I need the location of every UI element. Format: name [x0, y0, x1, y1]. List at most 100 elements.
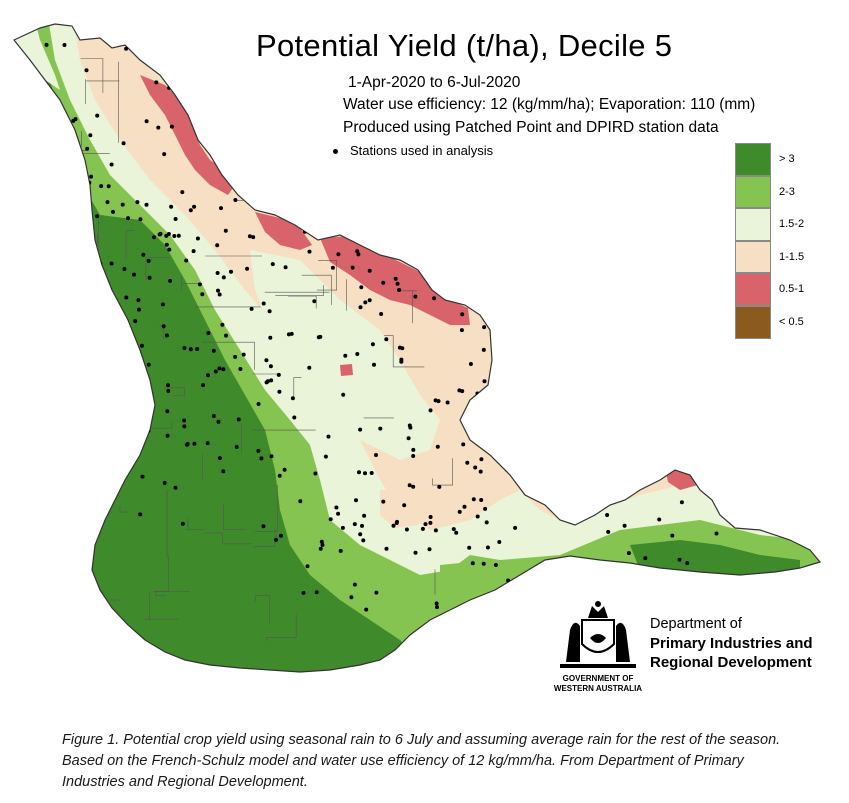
station-dot	[406, 436, 411, 441]
station-dot	[206, 331, 211, 335]
station-dot	[205, 441, 210, 446]
shire-boundary-line	[266, 614, 297, 642]
station-dot	[354, 498, 358, 503]
station-dot	[679, 500, 684, 505]
station-dot	[89, 174, 94, 179]
station-dot	[323, 454, 328, 459]
map-canvas	[13, 23, 822, 673]
station-dot	[292, 415, 297, 420]
station-dot	[133, 319, 138, 324]
station-dot	[136, 298, 141, 303]
station-dot	[340, 525, 345, 530]
station-dot	[367, 298, 372, 303]
station-dot	[109, 162, 114, 167]
station-dot	[147, 275, 152, 280]
station-dot	[126, 216, 130, 221]
station-dot	[420, 526, 425, 531]
station-dot	[363, 471, 367, 476]
zone-3-plus-east	[630, 540, 800, 578]
station-dot	[334, 505, 339, 510]
shire-boundary-line	[80, 58, 104, 93]
station-dot	[476, 414, 480, 419]
station-dot	[363, 300, 368, 305]
station-dot	[465, 460, 470, 465]
coastline	[13, 23, 822, 673]
station-dot	[479, 498, 484, 502]
station-dot	[276, 372, 281, 377]
station-dot	[395, 281, 400, 286]
legend-item: 1-1.5	[735, 240, 831, 274]
station-dot	[217, 366, 222, 371]
shire-boundary-line	[258, 178, 285, 201]
legend-label: 1-1.5	[779, 250, 805, 263]
stations-key: Stations used in analysis	[333, 143, 493, 158]
station-dot	[277, 473, 282, 478]
shire-boundary-line	[384, 335, 425, 368]
station-dot	[124, 46, 129, 51]
station-dot	[305, 564, 310, 569]
map-parameters: Water use efficiency: 12 (kg/mm/ha); Eva…	[343, 96, 756, 113]
station-dot	[355, 249, 360, 254]
shire-boundary-line	[223, 503, 247, 530]
station-dot	[381, 499, 386, 504]
station-dot	[433, 398, 438, 403]
station-dot	[173, 217, 178, 221]
gov-line-1: GOVERNMENT OF	[562, 674, 634, 683]
station-dot	[435, 444, 440, 449]
station-dot	[140, 343, 144, 348]
station-dot	[478, 469, 483, 474]
station-dot	[182, 418, 187, 423]
shire-boundary-line	[293, 377, 302, 397]
station-dot	[182, 346, 187, 350]
yield-map: Potential Yield (t/ha), Decile 5 1-Apr-2…	[13, 23, 831, 693]
map-source-note: Produced using Patched Point and DPIRD s…	[343, 119, 719, 136]
station-dot	[106, 184, 111, 189]
station-dot	[513, 525, 518, 530]
shire-boundary-line	[69, 283, 89, 314]
shire-boundary-line	[255, 595, 270, 625]
station-dot	[152, 235, 156, 240]
station-dot	[180, 521, 185, 526]
shire-boundary-line	[254, 484, 278, 532]
station-dot	[457, 509, 462, 514]
station-dot	[474, 233, 478, 238]
station-dot	[283, 265, 288, 270]
station-dot	[622, 523, 627, 528]
station-dot	[358, 427, 363, 432]
station-dot	[591, 501, 596, 506]
station-dot	[165, 433, 170, 438]
station-dot	[445, 400, 450, 405]
station-dot	[192, 204, 197, 209]
shire-boundary-line	[85, 79, 120, 105]
station-dot	[282, 467, 287, 472]
station-dot	[428, 408, 433, 413]
station-dot	[136, 394, 141, 398]
station-dot	[201, 383, 206, 388]
station-dot	[454, 530, 459, 535]
station-dot	[685, 561, 690, 566]
station-dot	[270, 262, 275, 267]
station-dot	[374, 590, 379, 595]
station-dot	[109, 261, 114, 266]
station-dot	[195, 347, 200, 351]
station-dot	[217, 292, 222, 297]
station-dot	[350, 265, 355, 270]
station-dot	[356, 252, 361, 257]
station-dot	[213, 369, 218, 374]
station-dot	[460, 312, 465, 317]
station-dot	[626, 551, 631, 556]
station-dot	[49, 201, 54, 206]
legend-swatch	[735, 305, 771, 339]
station-dot	[123, 354, 128, 359]
station-dot	[269, 378, 274, 383]
station-dot	[413, 550, 418, 555]
station-dot	[379, 312, 384, 316]
station-dot	[162, 481, 167, 485]
station-dot	[132, 272, 136, 277]
station-dot	[197, 282, 202, 287]
station-dot	[127, 369, 132, 374]
station-dot	[140, 474, 145, 479]
station-dot	[714, 531, 719, 536]
legend-swatch	[735, 175, 771, 209]
station-dot	[468, 362, 473, 366]
